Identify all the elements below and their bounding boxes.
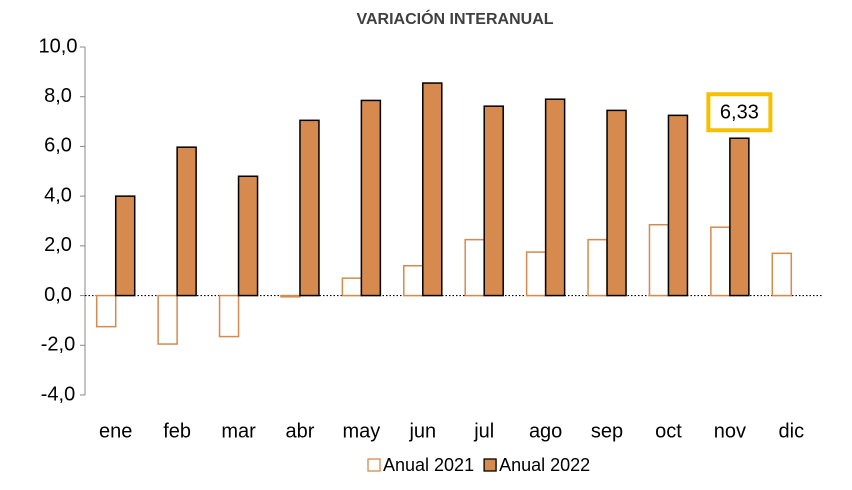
bar: [114, 195, 136, 297]
bar: [95, 294, 117, 328]
x-tick-label: jun: [408, 420, 436, 442]
chart-title: VARIACIÓN INTERANUAL: [356, 9, 553, 28]
y-tick-label: -4,0: [41, 383, 75, 405]
bar: [299, 119, 320, 297]
y-tick-label: 8,0: [44, 85, 72, 107]
bar: [525, 251, 547, 297]
bar: [483, 105, 504, 297]
bar: [648, 223, 670, 297]
bar: [710, 226, 731, 297]
y-tick-label: 2,0: [44, 234, 72, 256]
bar: [771, 252, 793, 297]
bar: [667, 114, 689, 297]
bar: [587, 238, 608, 297]
x-tick-label: may: [342, 420, 380, 442]
bar: [157, 294, 178, 345]
x-tick-label: abr: [286, 420, 315, 442]
x-tick-label: ago: [529, 420, 562, 442]
y-tick-label: -2,0: [41, 334, 75, 356]
x-tick-label: nov: [714, 420, 746, 442]
bar: [280, 294, 301, 298]
x-tick-label: mar: [221, 420, 256, 442]
x-tick-label: ene: [99, 420, 132, 442]
bar: [218, 294, 240, 338]
value-label: 6,33: [720, 102, 759, 124]
bar: [729, 137, 750, 297]
bar: [606, 109, 627, 297]
y-tick-label: 10,0: [39, 35, 78, 57]
bar: [176, 146, 197, 297]
bar: [403, 264, 424, 297]
x-tick-label: sep: [591, 420, 623, 442]
bar: [360, 99, 382, 297]
bar: [422, 82, 443, 297]
y-tick-label: 0,0: [44, 284, 72, 306]
legend-label: Anual 2021: [383, 455, 474, 475]
bar: [341, 277, 363, 297]
x-tick-label: jul: [473, 420, 494, 442]
x-tick-label: oct: [655, 420, 682, 442]
legend-swatch: [367, 458, 381, 472]
bar: [544, 98, 566, 297]
y-tick-label: 6,0: [44, 135, 72, 157]
bar: [464, 238, 485, 297]
bar: [237, 175, 259, 297]
legend-label: Anual 2022: [499, 455, 590, 475]
x-tick-label: feb: [163, 420, 191, 442]
annotation-box: [706, 92, 773, 133]
legend-swatch: [483, 458, 497, 472]
x-tick-label: dic: [779, 420, 805, 442]
y-tick-label: 4,0: [44, 184, 72, 206]
